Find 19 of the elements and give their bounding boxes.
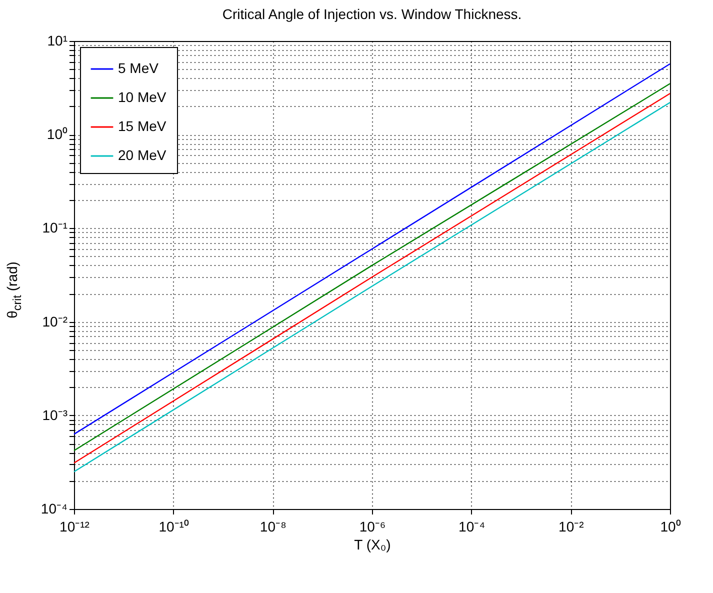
y-tick-label: 10⁻³ [42, 406, 68, 423]
x-tick-label: 10⁻¹⁰ [158, 518, 189, 534]
x-tick-label: 10⁻⁸ [260, 518, 286, 534]
y-tick-label: 10⁰ [46, 126, 68, 142]
legend-label: 10 MeV [118, 89, 167, 105]
x-axis-title: T (X₀) [354, 536, 391, 552]
legend-label: 5 MeV [118, 60, 160, 76]
chart-title: Critical Angle of Injection vs. Window Thickness. [222, 6, 522, 22]
y-tick-label: 10⁻² [42, 313, 68, 330]
x-tick-label: 10⁻⁴ [458, 518, 486, 534]
legend-label: 15 MeV [118, 118, 167, 134]
x-tick-label: 10⁻¹² [60, 518, 90, 534]
legend-label: 20 MeV [118, 147, 167, 163]
x-tick-label: 10⁻⁶ [359, 518, 386, 534]
x-tick-label: 10⁻² [558, 518, 584, 534]
y-tick-label: 10⁻⁴ [40, 500, 68, 516]
x-tick-label: 10⁰ [660, 518, 681, 534]
y-tick-label: 10¹ [47, 32, 68, 48]
y-tick-label: 10⁻¹ [42, 220, 68, 236]
